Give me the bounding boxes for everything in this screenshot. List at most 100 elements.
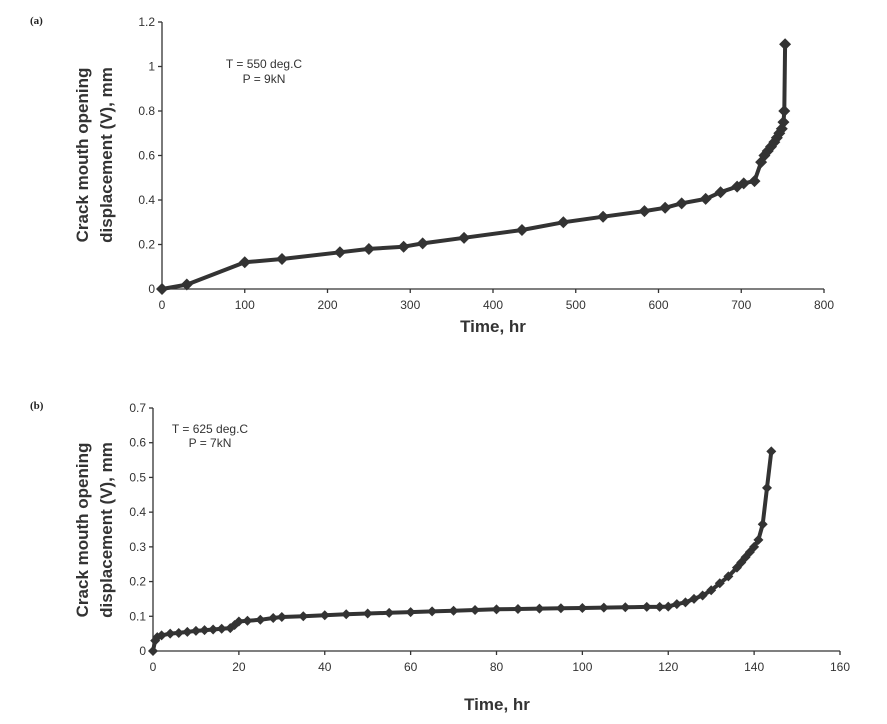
- data-point-a: [748, 175, 761, 188]
- data-point-b: [276, 611, 287, 622]
- data-point-b: [689, 593, 700, 604]
- x-tick-label-b: 160: [830, 660, 850, 674]
- y-tick-label-b: 0.1: [129, 609, 146, 623]
- data-point-b: [654, 601, 665, 612]
- data-point-b: [641, 601, 652, 612]
- data-point-a: [275, 252, 288, 265]
- y-tick-label-a: 0: [148, 282, 155, 296]
- y-tick-label-a: 0.2: [138, 238, 155, 252]
- data-point-b: [697, 590, 708, 601]
- data-point-b: [233, 616, 244, 627]
- x-tick-label-b: 120: [658, 660, 678, 674]
- y-axis-title-b: Crack mouth opening displacement (V), mm: [73, 442, 116, 618]
- chart-panel-a: (a) Crack mouth opening displacement (V)…: [30, 15, 834, 336]
- x-axis-title-a: Time, hr: [460, 317, 526, 336]
- data-point-a: [737, 177, 750, 190]
- data-point-b: [555, 603, 566, 614]
- data-point-a: [779, 38, 792, 51]
- data-point-b: [753, 534, 764, 545]
- y-tick-label-b: 0.2: [129, 575, 146, 589]
- data-point-b: [298, 611, 309, 622]
- x-tick-label-a: 0: [159, 298, 166, 312]
- y-axis-title-line2: displacement (V), mm: [97, 67, 116, 243]
- x-tick-label-b: 40: [318, 660, 332, 674]
- data-point-b: [749, 541, 760, 552]
- x-tick-label-a: 800: [814, 298, 834, 312]
- x-tick-label-a: 500: [566, 298, 586, 312]
- x-tick-label-b: 0: [150, 660, 157, 674]
- y-tick-label-b: 0.3: [129, 540, 146, 554]
- y-tick-label-a: 0.8: [138, 104, 155, 118]
- data-point-a: [333, 246, 346, 259]
- x-tick-label-a: 700: [731, 298, 751, 312]
- data-point-a: [557, 216, 570, 229]
- data-point-b: [723, 571, 734, 582]
- data-point-b: [491, 604, 502, 615]
- data-point-a: [597, 210, 610, 223]
- data-point-a: [180, 278, 193, 291]
- data-point-a: [156, 283, 168, 295]
- x-tick-label-b: 80: [490, 660, 504, 674]
- data-point-b: [165, 628, 176, 639]
- data-point-b: [534, 603, 545, 614]
- data-point-b: [405, 607, 416, 618]
- data-point-b: [577, 602, 588, 613]
- x-axis-title-b: Time, hr: [464, 695, 530, 714]
- data-point-a: [238, 256, 251, 269]
- y-tick-label-a: 1: [148, 60, 155, 74]
- data-point-b: [766, 446, 777, 457]
- data-point-a: [362, 242, 375, 255]
- data-point-a: [714, 186, 727, 199]
- y-tick-label-b: 0: [139, 644, 146, 658]
- y-tick-label-b: 0.5: [129, 470, 146, 484]
- data-point-b: [427, 606, 438, 617]
- y-axis-title-line1: Crack mouth opening: [73, 68, 92, 243]
- chart-panel-b: (b) Crack mouth opening displacement (V)…: [30, 400, 850, 714]
- data-point-a: [397, 240, 410, 253]
- y-tick-label-b: 0.6: [129, 436, 146, 450]
- data-point-a: [638, 205, 651, 218]
- data-point-b: [216, 623, 227, 634]
- data-point-b: [448, 605, 459, 616]
- data-point-b: [714, 578, 725, 589]
- y-tick-label-a: 0.4: [138, 193, 155, 207]
- panel-label-b: (b): [30, 400, 44, 412]
- panel-label-a: (a): [30, 15, 43, 27]
- data-point-b: [663, 601, 674, 612]
- x-tick-label-b: 60: [404, 660, 418, 674]
- data-point-b: [182, 626, 193, 637]
- data-point-b: [680, 597, 691, 608]
- y-tick-label-a: 0.6: [138, 149, 155, 163]
- data-point-b: [190, 625, 201, 636]
- annotation-temperature-a: T = 550 deg.C: [226, 57, 303, 71]
- data-point-b: [255, 614, 266, 625]
- y-axis-title-a: Crack mouth opening displacement (V), mm: [73, 67, 116, 243]
- x-tick-label-b: 100: [572, 660, 592, 674]
- y-tick-label-b: 0.4: [129, 505, 146, 519]
- data-point-b: [671, 599, 682, 610]
- data-point-b: [242, 615, 253, 626]
- data-point-b: [598, 602, 609, 613]
- data-point-b: [620, 602, 631, 613]
- data-point-b: [757, 519, 768, 530]
- data-point-a: [699, 192, 712, 205]
- data-point-b: [319, 610, 330, 621]
- annotation-temperature-b: T = 625 deg.C: [172, 422, 249, 436]
- x-tick-label-b: 140: [744, 660, 764, 674]
- x-tick-label-a: 600: [648, 298, 668, 312]
- x-tick-label-a: 300: [400, 298, 420, 312]
- y-axis-title-line1: Crack mouth opening: [73, 443, 92, 618]
- annotation-load-b: P = 7kN: [189, 436, 232, 450]
- data-point-b: [268, 613, 279, 624]
- data-point-b: [148, 646, 158, 656]
- data-point-b: [470, 605, 481, 616]
- data-point-a: [777, 116, 790, 129]
- data-point-b: [762, 482, 773, 493]
- data-point-b: [173, 627, 184, 638]
- data-point-a: [675, 197, 688, 210]
- data-point-b: [208, 624, 219, 635]
- y-tick-label-a: 1.2: [138, 15, 155, 29]
- x-tick-label-a: 200: [317, 298, 337, 312]
- data-point-b: [384, 607, 395, 618]
